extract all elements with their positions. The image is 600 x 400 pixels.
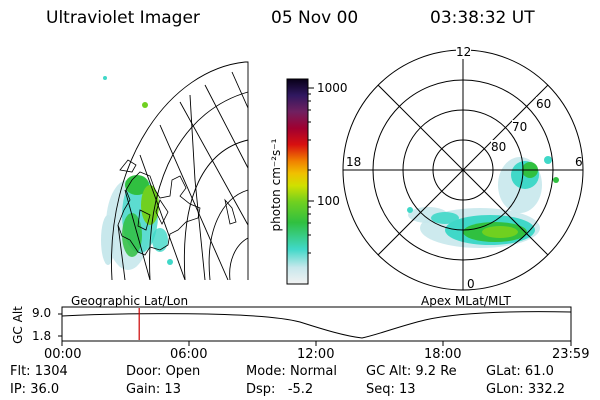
status-ip: IP: 36.0 (10, 382, 60, 397)
colorbar-tick-1000: 1000 (317, 81, 348, 95)
mlat-label-70: 70 (512, 120, 528, 134)
gc-alt-axis-label: GC Alt (11, 306, 25, 344)
x-tick-0600: 06:00 (170, 347, 208, 362)
mlt-label-18: 18 (346, 155, 362, 169)
geographic-panel-label: Geographic Lat/Lon (71, 294, 189, 308)
mlat-mlt-polar-plot (342, 49, 584, 291)
y-tick-1-8: 1.8 (32, 329, 52, 343)
mlt-label-12: 12 (456, 45, 472, 59)
mlt-label-0: 0 (467, 277, 475, 291)
geo-frame (245, 61, 249, 280)
colorbar (286, 78, 309, 285)
status-gain: Gain: 13 (126, 382, 181, 397)
mlat-label-80: 80 (491, 140, 507, 154)
status-glat: GLat: 61.0 (486, 364, 554, 379)
status-door: Door: Open (126, 364, 201, 379)
status-dsp: Dsp: -5.2 (246, 382, 314, 397)
apex-panel-label: Apex MLat/MLT (421, 294, 511, 308)
x-tick-0000: 00:00 (44, 347, 82, 362)
time-label: 03:38:32 UT (430, 8, 535, 28)
instrument-title: Ultraviolet Imager (46, 8, 200, 28)
geographic-map (101, 61, 249, 280)
date-label: 05 Nov 00 (271, 8, 359, 28)
x-tick-1800: 18:00 (424, 347, 462, 362)
mlat-label-60: 60 (536, 97, 552, 111)
mlt-label-6: 6 (575, 155, 583, 169)
status-flt: Flt: 1304 (10, 364, 68, 379)
colorbar-ticks (308, 87, 314, 254)
y-tick-9: 9.0 (32, 306, 52, 320)
status-mode: Mode: Normal (246, 364, 337, 379)
status-seq: Seq: 13 (366, 382, 416, 397)
status-glon: GLon: 332.2 (486, 382, 566, 397)
status-gc-alt: GC Alt: 9.2 Re (366, 364, 457, 379)
x-tick-1200: 12:00 (297, 347, 335, 362)
colorbar-tick-100: 100 (317, 194, 340, 208)
x-tick-2359: 23:59 (552, 347, 590, 362)
